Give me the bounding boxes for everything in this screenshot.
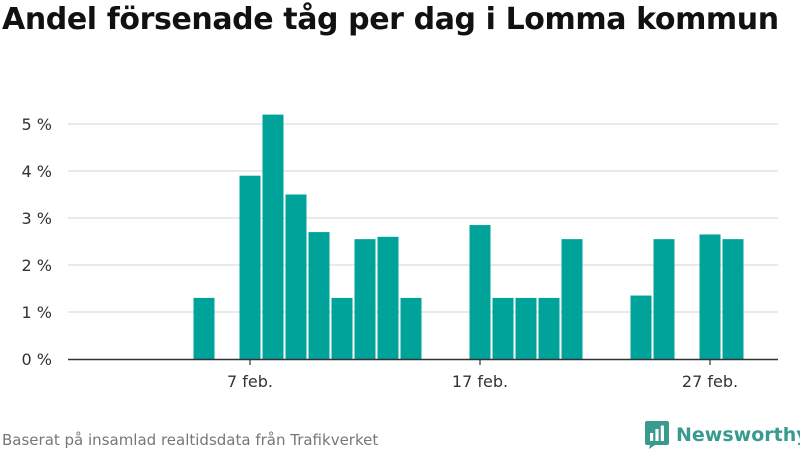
brand-name: Newsworthy xyxy=(676,424,800,446)
y-axis-tick-labels: 0 % 1 % 2 % 3 % 4 % 5 % xyxy=(22,115,52,369)
bar xyxy=(354,239,376,359)
bars xyxy=(193,114,744,359)
bar xyxy=(331,297,353,359)
bar xyxy=(561,239,583,359)
y-tick-label: 2 % xyxy=(22,256,52,275)
bar xyxy=(538,297,560,359)
newsworthy-logo-icon xyxy=(645,421,669,449)
bar xyxy=(492,297,514,359)
y-tick-label: 0 % xyxy=(22,350,52,369)
bar xyxy=(308,232,330,359)
bar xyxy=(699,234,721,359)
bar xyxy=(515,297,537,359)
bar xyxy=(469,225,491,359)
y-tick-label: 1 % xyxy=(22,303,52,322)
bar xyxy=(262,114,284,359)
bar xyxy=(400,297,422,359)
y-tick-label: 4 % xyxy=(22,162,52,181)
bar xyxy=(377,236,399,359)
bar xyxy=(239,175,261,359)
brand-logo[interactable]: Newsworthy xyxy=(644,420,800,450)
bar xyxy=(630,295,652,359)
x-axis-ticks: 7 feb. 17 feb. 27 feb. xyxy=(227,359,738,391)
chart-title: Andel försenade tåg per dag i Lomma komm… xyxy=(2,2,779,37)
bar xyxy=(285,194,307,359)
y-tick-label: 3 % xyxy=(22,209,52,228)
source-note: Baserat på insamlad realtidsdata från Tr… xyxy=(2,431,379,449)
bar xyxy=(722,239,744,359)
x-tick-label: 7 feb. xyxy=(227,372,273,391)
y-tick-label: 5 % xyxy=(22,115,52,134)
bar xyxy=(653,239,675,359)
x-tick-label: 27 feb. xyxy=(682,372,738,391)
x-tick-label: 17 feb. xyxy=(452,372,508,391)
bar xyxy=(193,297,215,359)
